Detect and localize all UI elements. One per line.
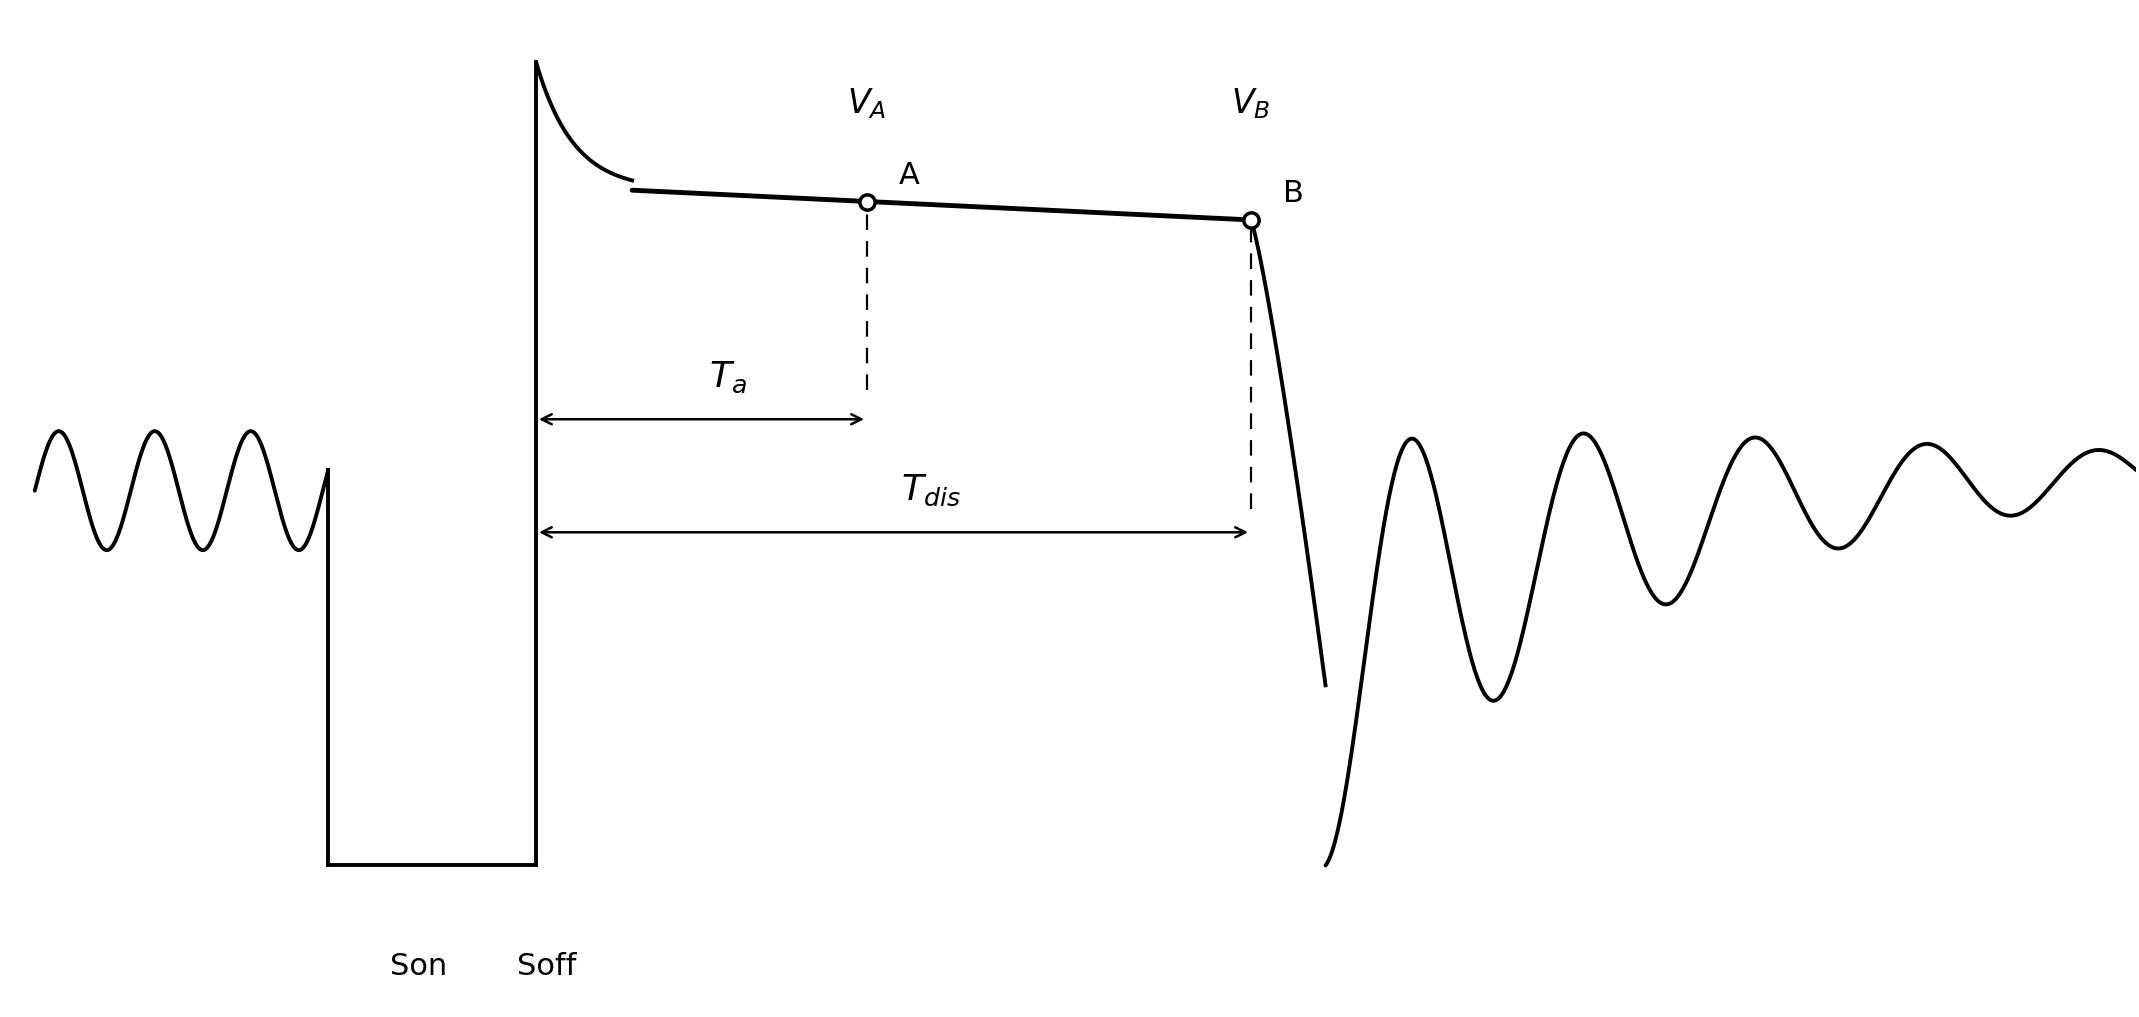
Text: B: B <box>1283 179 1303 207</box>
Text: $V_A$: $V_A$ <box>847 86 886 121</box>
Text: A: A <box>898 161 920 190</box>
Text: Soff: Soff <box>518 952 578 981</box>
Text: Son: Son <box>389 952 447 981</box>
Text: $V_B$: $V_B$ <box>1232 86 1271 121</box>
Text: $T_a$: $T_a$ <box>710 360 747 396</box>
Text: $T_{dis}$: $T_{dis}$ <box>901 473 960 508</box>
